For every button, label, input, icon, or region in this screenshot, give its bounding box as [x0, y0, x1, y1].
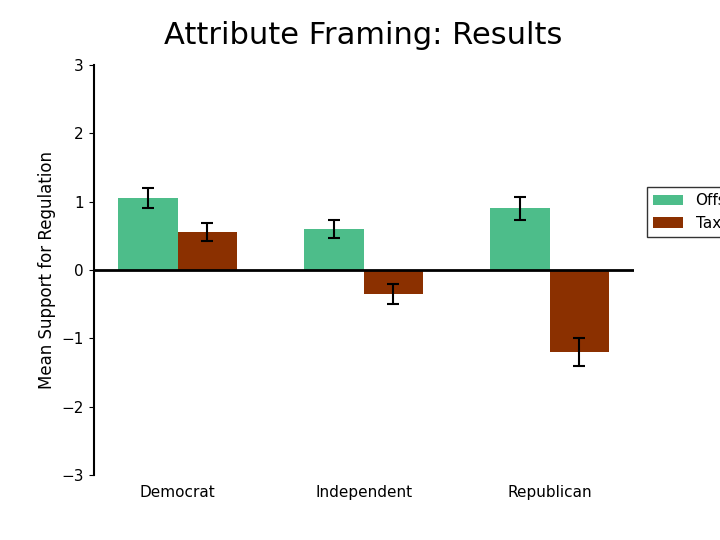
Y-axis label: Mean Support for Regulation: Mean Support for Regulation: [38, 151, 56, 389]
Bar: [178, 232, 237, 270]
Bar: [118, 198, 178, 270]
Bar: [549, 270, 609, 352]
Legend: Offset, Tax: Offset, Tax: [647, 187, 720, 237]
Bar: [364, 270, 423, 294]
Title: Attribute Framing: Results: Attribute Framing: Results: [164, 21, 563, 50]
Bar: [490, 208, 549, 270]
Bar: [304, 229, 364, 270]
